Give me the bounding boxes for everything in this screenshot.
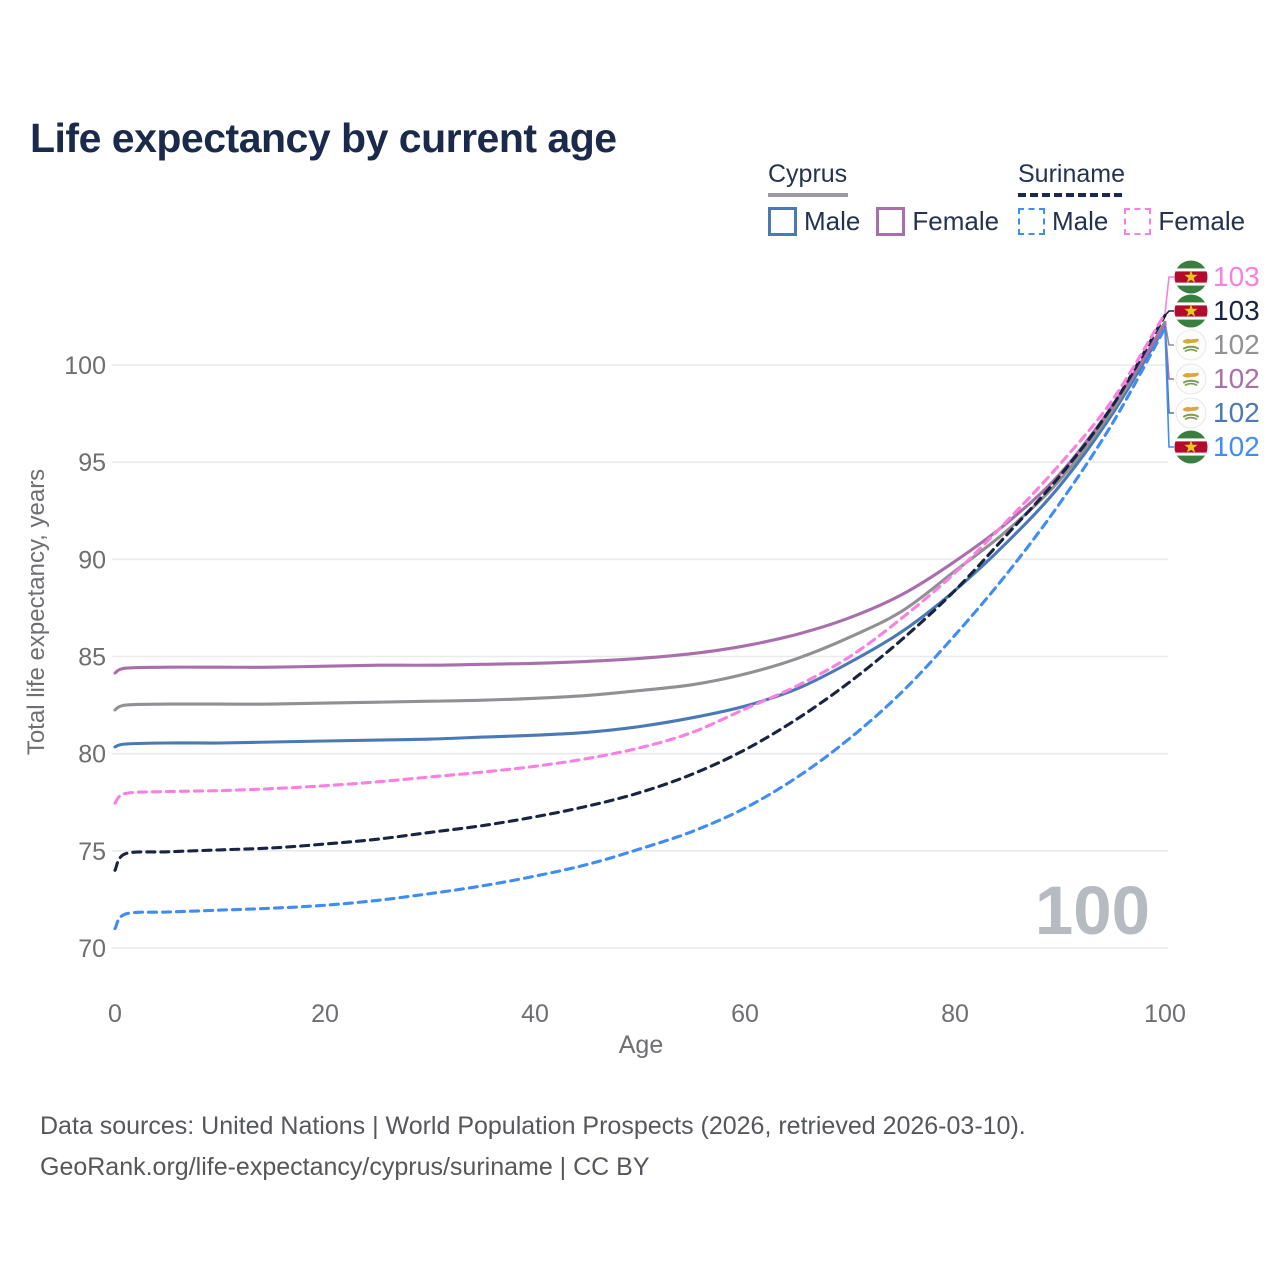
legend-label: Female — [912, 206, 1000, 236]
y-tick-label: 70 — [78, 935, 106, 963]
x-tick-label: 80 — [941, 1000, 969, 1028]
series-line-suriname-male — [113, 326, 1167, 931]
legend-country-suriname: Suriname — [1018, 160, 1125, 188]
legend-group-cyprus: Cyprus Male Female — [768, 160, 999, 237]
legend-item-suriname-female[interactable]: Female — [1124, 206, 1245, 237]
legend-country-cyprus: Cyprus — [768, 160, 848, 188]
page-title: Life expectancy by current age — [30, 115, 617, 162]
legend-swatch-suriname-male[interactable] — [1018, 208, 1045, 235]
x-tick-label: 100 — [1144, 1000, 1186, 1028]
x-tick-label: 0 — [108, 1000, 122, 1028]
legend-item-suriname-male[interactable]: Male — [1018, 206, 1108, 237]
data-source-footer: Data sources: United Nations | World Pop… — [40, 1106, 1026, 1188]
series-line-cyprus-male — [113, 324, 1167, 749]
series-line-suriname-both-sexes — [113, 313, 1167, 872]
legend-swatch-cyprus-male[interactable] — [768, 207, 797, 236]
end-label-value: 102 — [1213, 329, 1260, 360]
legend-swatch-cyprus-female[interactable] — [876, 207, 906, 236]
legend-item-cyprus-male[interactable]: Male — [768, 206, 860, 237]
y-tick-label: 75 — [78, 838, 106, 866]
y-tick-label: 85 — [78, 644, 106, 672]
end-label-connector — [1164, 322, 1174, 346]
y-tick-label: 80 — [78, 741, 106, 769]
y-axis-title: Total life expectancy, years — [23, 469, 50, 755]
end-label-value: 103 — [1213, 261, 1260, 292]
legend-label: Female — [1158, 206, 1246, 236]
series-line-cyprus-female — [113, 322, 1167, 675]
series-line-suriname-female — [113, 311, 1167, 805]
end-label-connector — [1164, 328, 1174, 448]
x-tick-label: 60 — [731, 1000, 759, 1028]
age-watermark: 100 — [1034, 872, 1150, 949]
footer-line-attribution: GeoRank.org/life-expectancy/cyprus/surin… — [40, 1153, 650, 1181]
legend-line-sample-dashed — [1018, 193, 1122, 197]
x-tick-label: 20 — [311, 1000, 339, 1028]
y-tick-label: 90 — [78, 546, 106, 574]
y-tick-label: 100 — [64, 352, 106, 380]
end-label-connector — [1164, 310, 1174, 316]
footer-line-sources: Data sources: United Nations | World Pop… — [40, 1112, 1026, 1140]
end-label-value: 102 — [1213, 397, 1260, 428]
end-label-connector — [1164, 276, 1174, 314]
legend-line-sample-solid — [768, 193, 848, 197]
suriname-flag-icon — [1174, 430, 1208, 464]
legend-label: Male — [1052, 206, 1109, 236]
legend-group-suriname: Suriname Male Female — [1018, 160, 1245, 237]
suriname-flag-icon — [1174, 294, 1208, 328]
x-tick-label: 40 — [521, 1000, 549, 1028]
series-line-cyprus-both-sexes — [113, 320, 1167, 712]
legend-label: Male — [804, 206, 861, 236]
end-label-value: 102 — [1213, 431, 1260, 462]
x-axis-title: Age — [619, 1031, 663, 1059]
cyprus-flag-icon — [1175, 363, 1207, 395]
y-tick-label: 95 — [78, 449, 106, 477]
end-label-value: 103 — [1213, 295, 1260, 326]
cyprus-flag-icon — [1175, 397, 1207, 429]
suriname-flag-icon — [1174, 260, 1208, 294]
legend-item-cyprus-female[interactable]: Female — [876, 206, 999, 237]
legend-swatch-suriname-female[interactable] — [1124, 208, 1152, 235]
cyprus-flag-icon — [1175, 329, 1207, 361]
end-label-value: 102 — [1213, 363, 1260, 394]
